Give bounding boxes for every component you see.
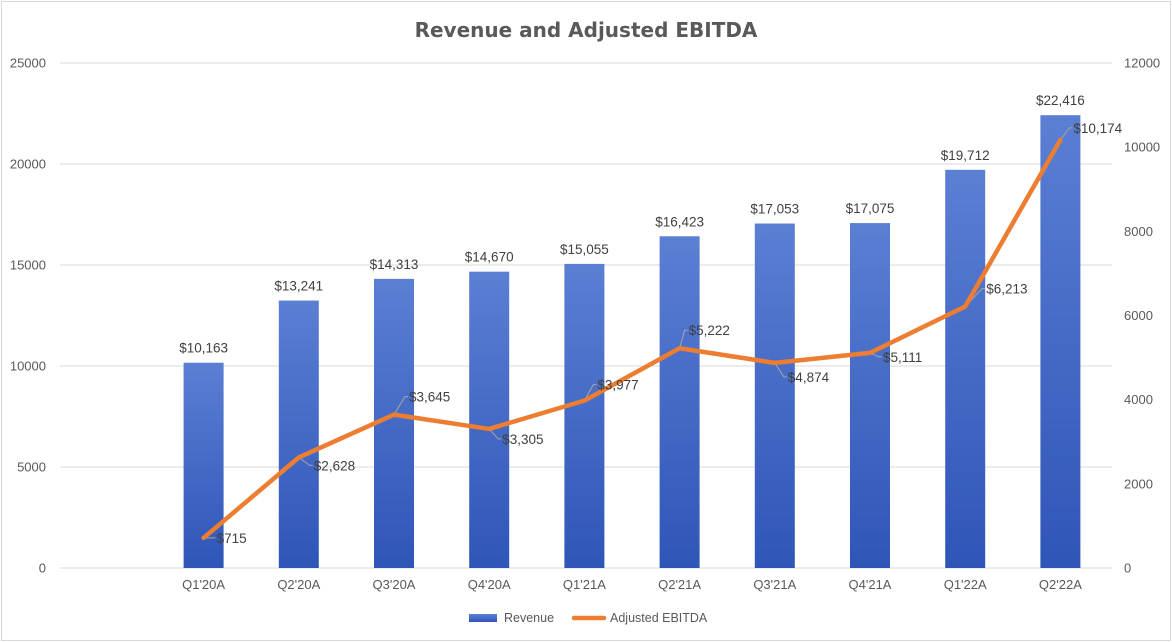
left-tick-label: 15000 bbox=[10, 258, 46, 273]
revenue-data-label: $10,163 bbox=[179, 341, 228, 356]
revenue-data-label: $14,313 bbox=[370, 257, 419, 272]
x-axis: Q1'20A Q2'20A Q3'20A Q4'20A Q1'21A Q2'21A Q3'2… bbox=[182, 577, 1082, 592]
revenue-data-label: $22,416 bbox=[1036, 93, 1085, 108]
right-tick-label: 8000 bbox=[1124, 224, 1153, 239]
revenue-bar bbox=[754, 223, 795, 568]
left-axis: 0 5000 10000 15000 20000 25000 bbox=[10, 56, 46, 576]
ebitda-data-label: $5,111 bbox=[883, 350, 922, 365]
ebitda-leader-line bbox=[1060, 127, 1073, 141]
revenue-data-labels: $10,163 $13,241 $14,313 $14,670 $15,055 $16,4… bbox=[179, 93, 1085, 356]
ebitda-data-label: $2,628 bbox=[314, 458, 355, 473]
ebitda-leader-line bbox=[869, 352, 882, 358]
revenue-bar bbox=[945, 169, 986, 568]
ebitda-data-label: $3,305 bbox=[502, 432, 543, 447]
x-tick-label: Q1'20A bbox=[182, 577, 225, 592]
ebitda-leader-line bbox=[298, 457, 313, 466]
ebitda-leader-line bbox=[774, 362, 787, 378]
right-tick-label: 6000 bbox=[1124, 308, 1153, 323]
revenue-bar bbox=[469, 271, 510, 568]
right-tick-label: 12000 bbox=[1124, 56, 1160, 71]
revenue-data-label: $16,423 bbox=[655, 214, 704, 229]
ebitda-line bbox=[201, 137, 1063, 541]
ebitda-data-label: $10,174 bbox=[1073, 121, 1122, 136]
legend: Revenue Adjusted EBITDA bbox=[469, 611, 708, 625]
legend-label-ebitda: Adjusted EBITDA bbox=[610, 611, 708, 625]
ebitda-data-label: $4,874 bbox=[788, 370, 830, 385]
left-tick-label: 5000 bbox=[17, 460, 46, 475]
ebitda-data-label: $715 bbox=[217, 531, 247, 546]
x-tick-label: Q1'21A bbox=[563, 577, 606, 592]
ebitda-data-label: $5,222 bbox=[689, 323, 730, 338]
legend-swatch-revenue bbox=[469, 614, 497, 622]
ebitda-leader-line bbox=[393, 396, 408, 415]
revenue-data-label: $13,241 bbox=[274, 279, 323, 294]
revenue-data-label: $17,075 bbox=[846, 201, 895, 216]
ebitda-leader-line bbox=[679, 329, 688, 349]
revenue-bar bbox=[659, 236, 700, 568]
revenue-data-label: $17,053 bbox=[750, 202, 799, 217]
x-tick-label: Q3'21A bbox=[753, 577, 796, 592]
right-axis: 0 2000 4000 6000 8000 10000 12000 bbox=[1124, 56, 1160, 576]
right-tick-label: 0 bbox=[1124, 561, 1131, 576]
ebitda-data-label: $6,213 bbox=[986, 282, 1027, 297]
left-tick-label: 20000 bbox=[10, 157, 46, 172]
ebitda-leader-lines bbox=[203, 127, 1073, 539]
revenue-data-label: $19,712 bbox=[941, 148, 990, 163]
revenue-bar bbox=[850, 223, 890, 568]
chart-title: Revenue and Adjusted EBITDA bbox=[414, 18, 758, 42]
left-tick-label: 10000 bbox=[10, 359, 46, 374]
x-tick-label: Q2'22A bbox=[1039, 577, 1082, 592]
left-tick-label: 25000 bbox=[10, 56, 46, 71]
ebitda-data-label: $3,645 bbox=[409, 390, 450, 405]
x-tick-label: Q4'21A bbox=[849, 577, 892, 592]
revenue-bar bbox=[1040, 115, 1081, 568]
ebitda-leader-line bbox=[488, 428, 502, 440]
left-tick-label: 0 bbox=[39, 561, 46, 576]
revenue-bars bbox=[183, 115, 1081, 568]
revenue-bar bbox=[374, 278, 414, 568]
revenue-bar bbox=[278, 300, 319, 568]
x-tick-label: Q1'22A bbox=[944, 577, 987, 592]
x-tick-label: Q2'20A bbox=[277, 577, 320, 592]
revenue-data-label: $15,055 bbox=[560, 242, 609, 257]
legend-label-revenue: Revenue bbox=[504, 611, 554, 625]
revenue-bar bbox=[183, 362, 224, 568]
right-tick-label: 4000 bbox=[1124, 392, 1153, 407]
revenue-bar bbox=[564, 263, 605, 568]
right-tick-label: 10000 bbox=[1124, 140, 1160, 155]
revenue-data-label: $14,670 bbox=[465, 250, 514, 265]
ebitda-series-line bbox=[201, 137, 1063, 541]
ebitda-data-labels: $715 $2,628 $3,645 $3,305 $3,977 $5,222 $4,874… bbox=[217, 121, 1123, 546]
x-tick-label: Q3'20A bbox=[373, 577, 416, 592]
ebitda-leader-line bbox=[583, 384, 597, 401]
x-tick-label: Q4'20A bbox=[468, 577, 511, 592]
x-tick-label: Q2'21A bbox=[658, 577, 701, 592]
right-tick-label: 2000 bbox=[1124, 476, 1153, 491]
ebitda-data-label: $3,977 bbox=[597, 378, 638, 393]
